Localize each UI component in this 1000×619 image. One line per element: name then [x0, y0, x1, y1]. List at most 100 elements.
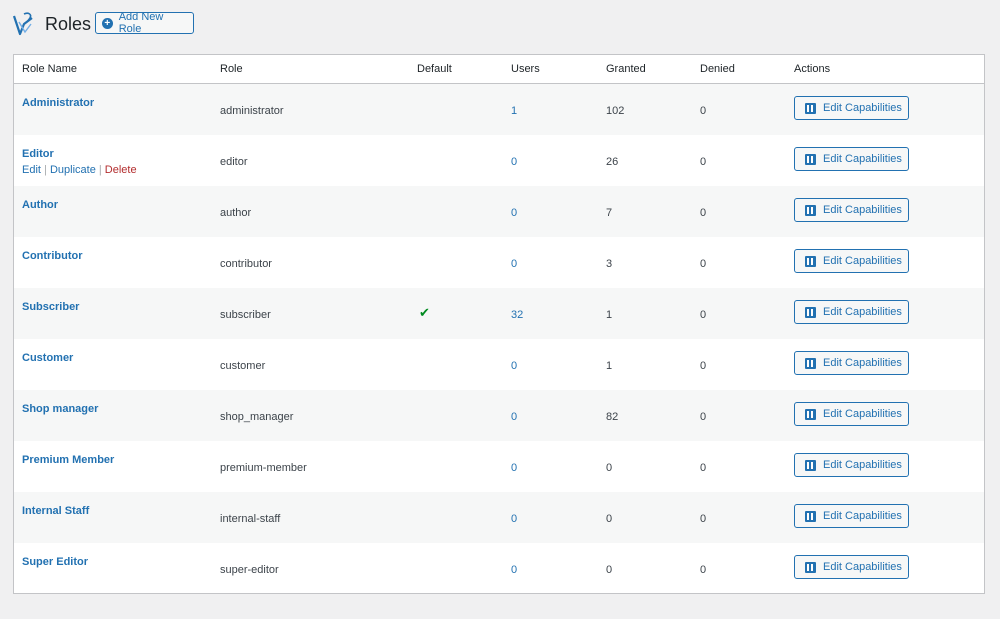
capabilities-icon [805, 306, 816, 318]
edit-capabilities-label: Edit Capabilities [823, 102, 902, 114]
users-count-link[interactable]: 32 [511, 309, 524, 321]
granted-count: 1 [606, 360, 613, 372]
page-title: Roles [45, 14, 92, 34]
edit-capabilities-button[interactable]: Edit Capabilities [794, 555, 909, 579]
table-row: Contributor contributor 0 3 0 Edit Capabiliti… [14, 237, 984, 288]
edit-capabilities-button[interactable]: Edit Capabilities [794, 96, 909, 120]
capabilities-icon [805, 561, 816, 573]
edit-capabilities-button[interactable]: Edit Capabilities [794, 147, 909, 171]
capabilities-icon [805, 459, 816, 471]
role-name-link[interactable]: Subscriber [22, 301, 80, 313]
edit-capabilities-label: Edit Capabilities [823, 153, 902, 165]
role-slug: internal-staff [220, 513, 281, 525]
edit-capabilities-label: Edit Capabilities [823, 306, 902, 318]
role-name-link[interactable]: Administrator [22, 97, 95, 109]
role-name-link[interactable]: Internal Staff [22, 505, 90, 517]
separator: | [40, 164, 50, 176]
denied-count: 0 [700, 462, 707, 474]
users-count-link[interactable]: 1 [511, 105, 518, 117]
table-row: Customer customer 0 1 0 Edit Capabilities [14, 339, 984, 390]
denied-count: 0 [700, 564, 707, 576]
table-row: Premium Member premium-member 0 0 0 Edit Capa… [14, 441, 984, 492]
denied-count: 0 [700, 360, 707, 372]
capabilities-icon [805, 408, 816, 420]
granted-count: 26 [606, 156, 619, 168]
edit-capabilities-button[interactable]: Edit Capabilities [794, 198, 909, 222]
edit-capabilities-label: Edit Capabilities [823, 408, 902, 420]
role-slug: premium-member [220, 462, 307, 474]
capabilities-icon [805, 255, 816, 267]
column-header-denied: Denied [700, 63, 735, 75]
edit-role-link[interactable]: Edit [22, 164, 41, 176]
column-header-granted: Granted [606, 63, 646, 75]
role-slug: author [220, 207, 252, 219]
denied-count: 0 [700, 105, 707, 117]
role-slug: super-editor [220, 564, 279, 576]
granted-count: 3 [606, 258, 613, 270]
role-slug: editor [220, 156, 248, 168]
row-actions: Edit | Duplicate | Delete [22, 164, 137, 176]
users-count-link[interactable]: 0 [511, 360, 518, 372]
users-count-link[interactable]: 0 [511, 513, 518, 525]
table-row: Editor Edit | Duplicate | Delete editor 0 26… [14, 135, 984, 186]
granted-count: 82 [606, 411, 619, 423]
role-name-link[interactable]: Author [22, 199, 59, 211]
edit-capabilities-label: Edit Capabilities [823, 510, 902, 522]
default-check-icon: ✔ [419, 305, 430, 320]
edit-capabilities-button[interactable]: Edit Capabilities [794, 300, 909, 324]
edit-capabilities-label: Edit Capabilities [823, 561, 902, 573]
plus-circle-icon: + [102, 17, 113, 29]
edit-capabilities-button[interactable]: Edit Capabilities [794, 351, 909, 375]
role-name-link[interactable]: Shop manager [22, 403, 99, 415]
users-count-link[interactable]: 0 [511, 462, 518, 474]
users-count-link[interactable]: 0 [511, 156, 518, 168]
edit-capabilities-label: Edit Capabilities [823, 204, 902, 216]
role-slug: contributor [220, 258, 272, 270]
granted-count: 0 [606, 462, 613, 474]
role-slug: subscriber [220, 309, 271, 321]
denied-count: 0 [700, 411, 707, 423]
page-header: Roles + Add New Role [0, 0, 1000, 54]
column-header-default: Default [417, 63, 452, 75]
role-name-link[interactable]: Super Editor [22, 556, 89, 568]
role-name-link[interactable]: Premium Member [22, 454, 115, 466]
delete-role-link[interactable]: Delete [104, 164, 137, 176]
edit-capabilities-button[interactable]: Edit Capabilities [794, 249, 909, 273]
users-count-link[interactable]: 0 [511, 207, 518, 219]
granted-count: 102 [606, 105, 625, 117]
add-new-role-label: Add New Role [118, 11, 164, 35]
edit-capabilities-button[interactable]: Edit Capabilities [794, 504, 909, 528]
users-count-link[interactable]: 0 [511, 258, 518, 270]
role-slug: shop_manager [220, 411, 294, 423]
add-new-role-button[interactable]: + Add New Role [95, 11, 194, 35]
roles-table: Role Name Role Default Users Granted Den… [13, 54, 985, 594]
edit-capabilities-button[interactable]: Edit Capabilities [794, 453, 909, 477]
column-header-role[interactable]: Role [220, 63, 243, 75]
edit-capabilities-label: Edit Capabilities [823, 357, 902, 369]
table-row: Administrator administrator 1 102 0 Edit Capa… [14, 84, 984, 135]
capabilities-logo-icon [12, 12, 33, 36]
users-count-link[interactable]: 0 [511, 564, 518, 576]
denied-count: 0 [700, 156, 707, 168]
column-header-actions: Actions [794, 63, 831, 75]
table-row: Shop manager shop_manager 0 82 0 Edit Capabil… [14, 390, 984, 441]
capabilities-icon [805, 357, 816, 369]
granted-count: 0 [606, 513, 613, 525]
denied-count: 0 [700, 309, 707, 321]
table-row: Author author 0 7 0 Edit Capabilities [14, 186, 984, 237]
role-name-link[interactable]: Editor [22, 148, 54, 160]
users-count-link[interactable]: 0 [511, 411, 518, 423]
role-name-link[interactable]: Customer [22, 352, 74, 364]
duplicate-role-link[interactable]: Duplicate [49, 164, 96, 176]
denied-count: 0 [700, 258, 707, 270]
column-header-role-name[interactable]: Role Name [22, 63, 78, 75]
role-name-link[interactable]: Contributor [22, 250, 83, 262]
table-body: Administrator administrator 1 102 0 Edit Capa… [14, 84, 984, 594]
edit-capabilities-button[interactable]: Edit Capabilities [794, 402, 909, 426]
edit-capabilities-label: Edit Capabilities [823, 255, 902, 267]
capabilities-icon [805, 102, 816, 114]
capabilities-icon [805, 510, 816, 522]
role-slug: administrator [220, 105, 284, 117]
granted-count: 1 [606, 309, 613, 321]
table-header: Role Name Role Default Users Granted Den… [14, 55, 984, 84]
